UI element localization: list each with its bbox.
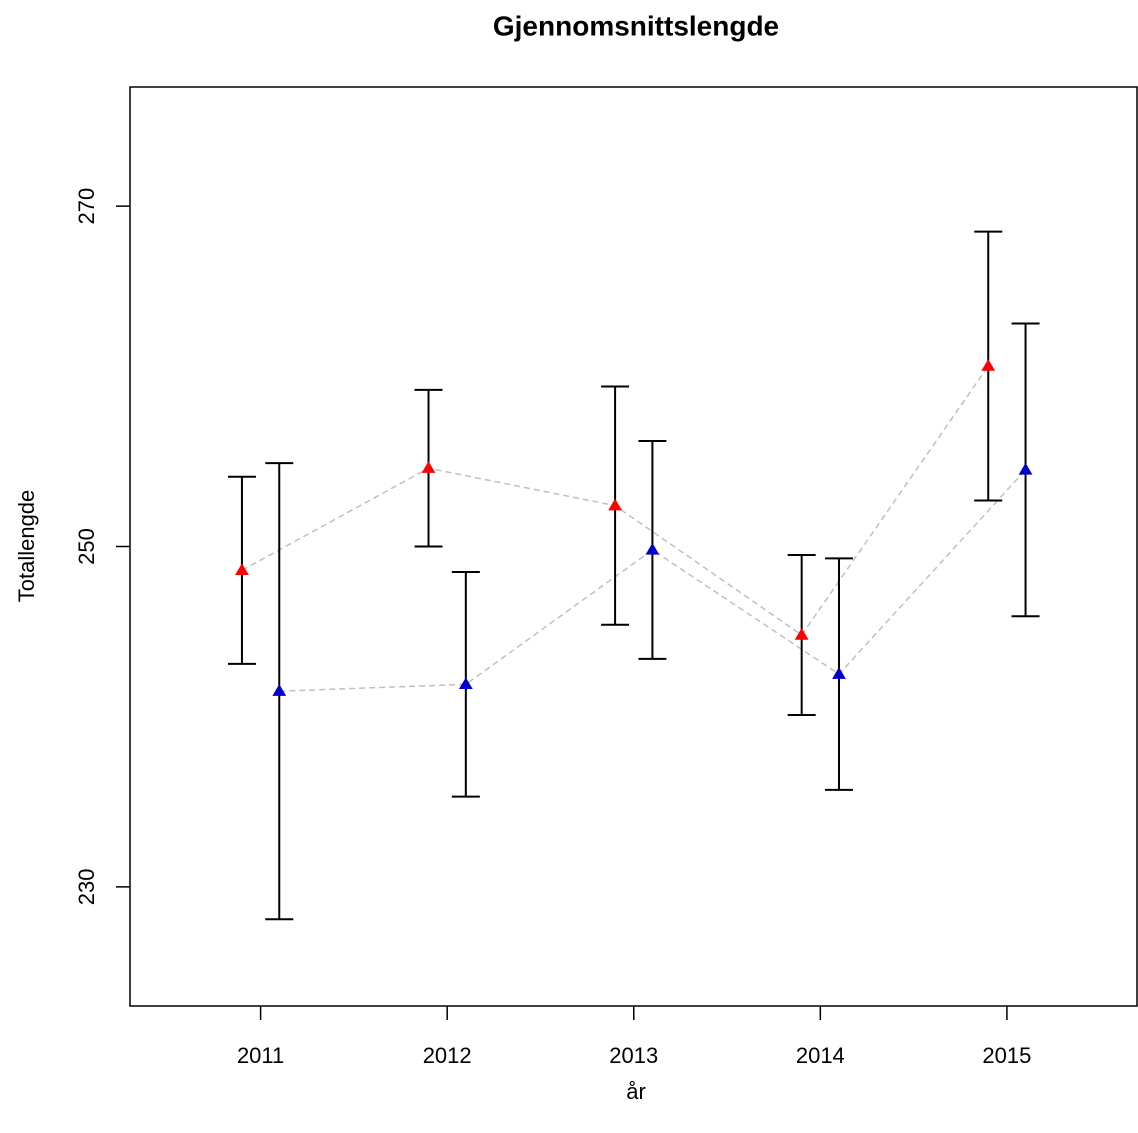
point — [645, 542, 660, 555]
connector-line — [279, 469, 1027, 692]
point — [608, 498, 622, 511]
x-tick-label: 2015 — [982, 1043, 1031, 1068]
point — [981, 359, 996, 371]
x-tick-label: 2014 — [796, 1043, 845, 1068]
x-tick-label: 2012 — [423, 1043, 472, 1068]
y-tick-label: 270 — [74, 188, 99, 225]
point — [421, 461, 436, 473]
point — [1018, 462, 1033, 475]
y-tick-label: 250 — [74, 528, 99, 565]
chart-title: Gjennomsnittslengde — [493, 10, 779, 41]
point — [458, 677, 473, 690]
point — [832, 667, 846, 679]
x-tick-label: 2013 — [609, 1043, 658, 1068]
x-tick-label: 2011 — [237, 1043, 284, 1068]
x-axis-label: år — [626, 1079, 646, 1104]
y-axis-label: Totallengde — [14, 490, 39, 603]
y-tick-label: 230 — [74, 869, 99, 906]
point — [272, 684, 287, 696]
point — [235, 563, 249, 576]
point — [794, 628, 809, 640]
